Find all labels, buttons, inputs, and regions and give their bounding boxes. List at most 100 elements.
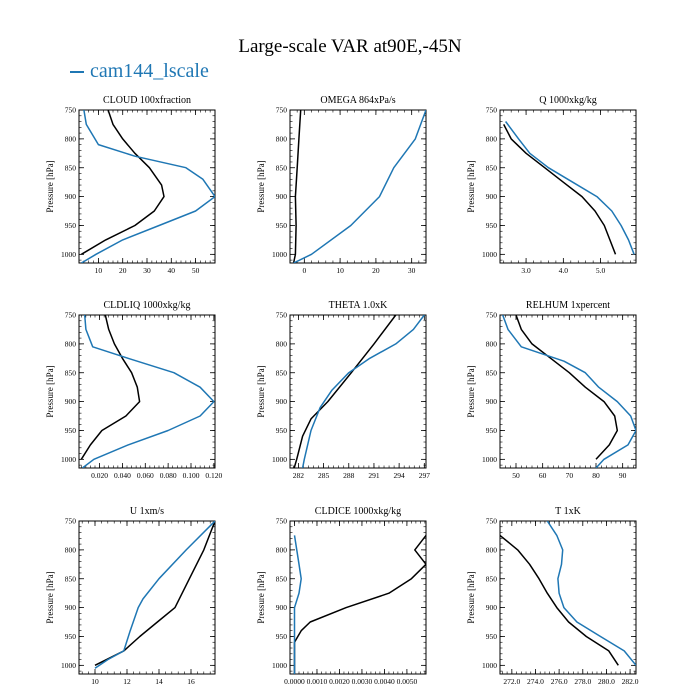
- panel-3: Q 1000xkg/kg 3.0 4.0 5.0 750 800 850 900 950 1000…: [466, 95, 637, 275]
- y-axis-label: Pressure [hPa]: [45, 365, 55, 417]
- y-axis-label: Pressure [hPa]: [466, 160, 476, 212]
- y-tick-label: 800: [65, 339, 77, 348]
- x-tick-label: 30: [143, 266, 151, 275]
- y-tick-label: 900: [65, 397, 77, 406]
- panel-title: THETA 1.0xK: [329, 300, 388, 311]
- y-tick-label: 800: [65, 545, 77, 554]
- y-axis-label: Pressure [hPa]: [256, 571, 266, 623]
- series-line-black: [293, 534, 426, 674]
- x-tick-label: 0.060: [137, 471, 154, 480]
- y-tick-label: 900: [486, 603, 498, 612]
- panel-title: CLOUD 100xfraction: [103, 95, 191, 106]
- y-axis-label: Pressure [hPa]: [45, 160, 55, 212]
- x-tick-label: 282: [293, 471, 305, 480]
- legend-label: cam144_lscale: [90, 60, 209, 82]
- panel-title: OMEGA 864xPa/s: [320, 95, 395, 106]
- panel-7: U 1xm/s 10 12 14 16 750 800 850 900 950 1000 Pressu…: [45, 506, 216, 686]
- chart-title: Large-scale VAR at90E,-45N: [238, 36, 462, 57]
- x-tick-label: 4.0: [559, 266, 569, 275]
- x-tick-label: 0.0000: [284, 677, 305, 686]
- y-tick-label: 800: [486, 134, 498, 143]
- y-tick-label: 800: [486, 545, 498, 554]
- x-tick-label: 278.0: [574, 677, 591, 686]
- y-axis-label: Pressure [hPa]: [256, 160, 266, 212]
- y-tick-label: 900: [276, 397, 288, 406]
- panel-title: CLDLIQ 1000xkg/kg: [104, 300, 191, 311]
- panel-title: RELHUM 1xpercent: [526, 300, 610, 311]
- y-tick-label: 800: [276, 134, 288, 143]
- x-tick-label: 16: [187, 677, 195, 686]
- plot-frame: [289, 314, 427, 469]
- panel-9: T 1xK 272.0 274.0 276.0 278.0 280.0 282.0 750 80…: [466, 506, 639, 686]
- x-tick-label: 30: [408, 266, 416, 275]
- x-tick-label: 274.0: [527, 677, 544, 686]
- x-tick-label: 20: [372, 266, 380, 275]
- plot-frame: [289, 109, 427, 264]
- x-tick-label: 20: [119, 266, 127, 275]
- y-tick-label: 950: [65, 632, 77, 641]
- series-line-blue: [293, 110, 426, 263]
- y-tick-label: 1000: [61, 661, 76, 670]
- x-tick-label: 10: [336, 266, 344, 275]
- panel-title: U 1xm/s: [130, 506, 164, 517]
- series-line-black: [80, 315, 141, 460]
- x-tick-label: 0.0030: [352, 677, 373, 686]
- y-tick-label: 800: [486, 339, 498, 348]
- y-axis-label: Pressure [hPa]: [256, 365, 266, 417]
- x-tick-label: 272.0: [503, 677, 520, 686]
- x-tick-label: 80: [592, 471, 600, 480]
- series-line-black: [503, 124, 617, 255]
- series-line-blue: [293, 535, 302, 674]
- series-line-black: [500, 534, 619, 666]
- plot-frame: [499, 520, 637, 675]
- x-tick-label: 0.0020: [329, 677, 350, 686]
- panel-5: THETA 1.0xK 282 285 288 291 294 297 750 800 850 90…: [256, 300, 430, 480]
- y-tick-label: 950: [276, 632, 288, 641]
- plot-frame: [78, 109, 216, 264]
- series-line-blue: [504, 121, 635, 255]
- series-line-blue: [501, 315, 636, 468]
- legend-line-swatch: [70, 71, 84, 74]
- x-tick-label: 60: [539, 471, 547, 480]
- x-tick-label: 294: [394, 471, 406, 480]
- plot-frame: [78, 314, 216, 469]
- y-tick-label: 1000: [61, 455, 76, 464]
- y-tick-label: 750: [65, 311, 77, 320]
- y-tick-label: 900: [486, 192, 498, 201]
- y-tick-label: 750: [276, 311, 288, 320]
- y-axis-label: Pressure [hPa]: [466, 365, 476, 417]
- y-axis-label: Pressure [hPa]: [466, 571, 476, 623]
- panel-6: RELHUM 1xpercent 50 60 70 80 90 750 800 850 900 95…: [466, 300, 637, 480]
- y-tick-label: 750: [486, 106, 498, 115]
- x-tick-label: 12: [123, 677, 131, 686]
- y-tick-label: 750: [486, 517, 498, 526]
- y-tick-label: 1000: [482, 661, 497, 670]
- y-tick-label: 900: [65, 192, 77, 201]
- series-line-black: [94, 521, 215, 666]
- panel-1: CLOUD 100xfraction 10 20 30 40 50 750 800 850 900…: [45, 95, 216, 275]
- x-tick-label: 280.0: [598, 677, 615, 686]
- series-line-black: [293, 315, 397, 468]
- y-tick-label: 800: [276, 339, 288, 348]
- y-tick-label: 750: [276, 517, 288, 526]
- x-tick-label: 285: [318, 471, 330, 480]
- plot-frame: [78, 520, 216, 675]
- panel-2: OMEGA 864xPa/s 0 10 20 30 750 800 850 900 950 1000…: [256, 95, 427, 275]
- x-tick-label: 50: [512, 471, 520, 480]
- series-line-blue: [81, 315, 215, 468]
- x-tick-label: 90: [619, 471, 627, 480]
- x-tick-label: 3.0: [521, 266, 531, 275]
- y-axis-label: Pressure [hPa]: [45, 571, 55, 623]
- y-tick-label: 900: [486, 397, 498, 406]
- y-tick-label: 850: [65, 163, 77, 172]
- x-tick-label: 10: [95, 266, 103, 275]
- y-tick-label: 750: [276, 106, 288, 115]
- y-tick-label: 950: [65, 426, 77, 435]
- series-line-black: [515, 315, 619, 460]
- x-tick-label: 0.0010: [307, 677, 328, 686]
- y-tick-label: 850: [276, 574, 288, 583]
- y-tick-label: 900: [276, 603, 288, 612]
- y-tick-label: 900: [276, 192, 288, 201]
- x-tick-label: 40: [168, 266, 176, 275]
- x-tick-label: 0.0040: [374, 677, 395, 686]
